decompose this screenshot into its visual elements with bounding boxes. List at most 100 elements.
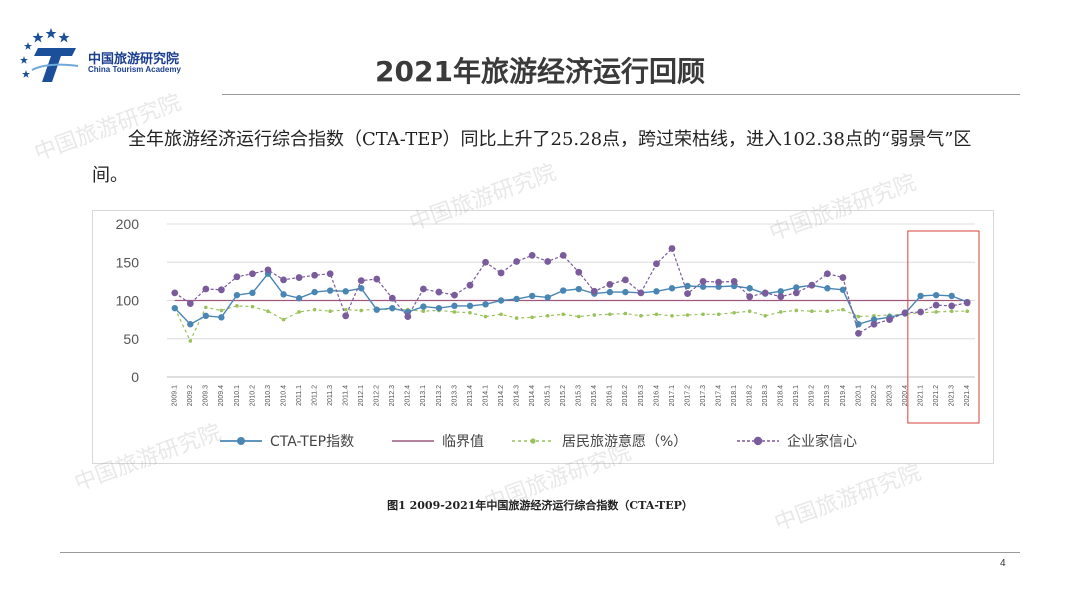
data-point-2 (266, 309, 270, 314)
data-point-3 (575, 268, 583, 276)
data-point-2 (763, 314, 768, 318)
page-title: 2021年旅游经济运行回顾 (375, 55, 705, 88)
data-point-3 (917, 308, 925, 316)
data-point-0 (528, 292, 536, 300)
figure-caption: 图1 2009-2021年中国旅游经济运行综合指数（CTA-TEP） (387, 499, 693, 512)
data-point-0 (839, 286, 847, 293)
data-point-0 (622, 288, 629, 296)
academy-emblem-icon (20, 28, 79, 82)
x-tick-label: 2011.2 (311, 385, 318, 406)
data-point-2 (965, 309, 970, 314)
data-point-0 (497, 297, 505, 304)
data-point-0 (187, 321, 194, 328)
data-point-2 (576, 314, 581, 319)
x-tick-label: 2015.3 (576, 385, 583, 407)
data-point-3 (948, 302, 956, 310)
data-point-2 (670, 314, 674, 318)
data-point-3 (684, 290, 691, 298)
logo (18, 26, 218, 86)
data-point-0 (824, 285, 831, 292)
data-point-3 (901, 309, 909, 317)
data-point-2 (747, 309, 752, 314)
data-point-0 (389, 304, 396, 312)
y-tick-label: 150 (116, 254, 140, 270)
x-tick-label: 2013.3 (451, 385, 458, 407)
x-tick-label: 2012.3 (389, 385, 396, 407)
data-point-3 (777, 293, 785, 301)
data-point-3 (404, 313, 412, 320)
data-point-0 (326, 287, 334, 294)
data-point-3 (233, 273, 241, 281)
data-point-2 (778, 310, 783, 314)
data-point-2 (312, 307, 317, 312)
data-point-3 (839, 274, 847, 281)
data-point-2 (297, 310, 301, 314)
x-tick-label: 2014.3 (513, 385, 520, 407)
data-point-3 (388, 294, 396, 302)
x-tick-label: 2010.2 (249, 385, 256, 407)
data-point-2 (545, 314, 550, 318)
x-tick-label: 2009.3 (203, 385, 210, 407)
data-point-3 (451, 291, 458, 299)
data-point-2 (856, 314, 861, 319)
data-point-0 (606, 288, 614, 296)
data-point-3 (761, 289, 769, 297)
data-point-0 (513, 295, 520, 303)
data-point-0 (777, 288, 784, 295)
x-tick-label: 2017.1 (669, 385, 676, 407)
data-point-3 (653, 260, 660, 268)
legend-label: CTA-TEP指数 (270, 434, 354, 450)
data-point-0 (171, 304, 178, 312)
data-point-2 (281, 317, 286, 322)
data-point-0 (218, 314, 225, 321)
data-point-2 (701, 312, 705, 317)
x-tick-label: 2017.2 (684, 385, 691, 407)
legend-label: 居民旅游意愿（%） (562, 433, 687, 450)
x-tick-label: 2013.4 (467, 385, 474, 407)
x-tick-label: 2019.3 (824, 385, 831, 407)
data-point-2 (188, 339, 193, 343)
data-point-3 (730, 277, 738, 285)
data-point-2 (949, 309, 954, 314)
x-tick-label: 2020.1 (855, 385, 862, 407)
data-point-3 (792, 289, 800, 297)
data-point-0 (544, 294, 551, 301)
highlight-box-2021 (907, 230, 980, 424)
data-point-3 (870, 320, 878, 328)
x-tick-label: 2020.2 (871, 385, 878, 407)
data-point-3 (932, 301, 940, 309)
data-point-0 (482, 301, 489, 308)
data-point-3 (264, 266, 272, 274)
data-point-3 (808, 281, 816, 289)
data-point-3 (637, 289, 645, 297)
data-point-0 (420, 303, 427, 310)
data-point-3 (544, 258, 552, 265)
data-point-2 (608, 312, 612, 317)
data-point-2 (421, 309, 426, 314)
x-tick-label: 2012.1 (358, 385, 365, 407)
data-point-3 (559, 251, 567, 259)
data-point-3 (528, 251, 536, 259)
x-tick-label: 2021.1 (917, 385, 924, 407)
data-point-3 (513, 258, 521, 265)
x-tick-label: 2014.2 (498, 385, 505, 407)
title-divider (222, 94, 1020, 95)
series-line-2 (174, 305, 968, 343)
data-point-0 (295, 295, 303, 302)
data-point-2 (204, 305, 208, 310)
x-tick-label: 2020.3 (886, 385, 893, 407)
data-point-2 (359, 308, 364, 313)
legend-marker (530, 438, 536, 444)
data-point-0 (249, 289, 256, 297)
data-point-2 (483, 314, 488, 319)
data-point-0 (560, 287, 567, 294)
legend-label: 临界值 (442, 434, 484, 450)
data-point-3 (621, 276, 629, 284)
data-point-3 (202, 285, 210, 293)
x-tick-label: 2014.1 (482, 385, 489, 407)
page-number: 4 (1000, 558, 1006, 569)
data-point-0 (932, 291, 940, 299)
data-point-3 (886, 316, 893, 324)
data-point-0 (653, 288, 660, 295)
x-tick-label: 2018.2 (747, 385, 754, 407)
